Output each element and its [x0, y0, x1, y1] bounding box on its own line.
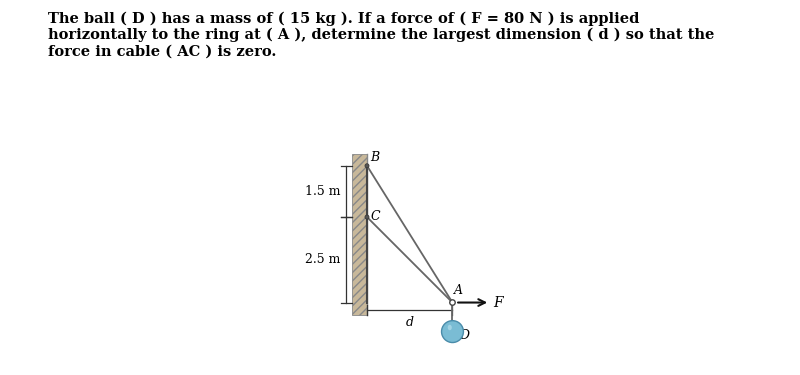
- Text: A: A: [454, 284, 463, 297]
- Ellipse shape: [448, 325, 452, 330]
- Text: B: B: [370, 151, 379, 164]
- Text: D: D: [459, 328, 470, 342]
- Text: d: d: [406, 316, 414, 329]
- Circle shape: [442, 321, 463, 342]
- Polygon shape: [352, 154, 367, 315]
- Circle shape: [365, 215, 369, 219]
- Circle shape: [365, 164, 369, 168]
- Circle shape: [450, 300, 455, 305]
- Text: F: F: [494, 296, 503, 309]
- Text: C: C: [370, 210, 380, 223]
- Text: The ball ( D ) has a mass of ( 15 kg ). If a force of ( F = 80 N ) is applied
ho: The ball ( D ) has a mass of ( 15 kg ). …: [48, 11, 714, 58]
- Text: 1.5 m: 1.5 m: [305, 185, 340, 198]
- Text: 2.5 m: 2.5 m: [305, 253, 340, 266]
